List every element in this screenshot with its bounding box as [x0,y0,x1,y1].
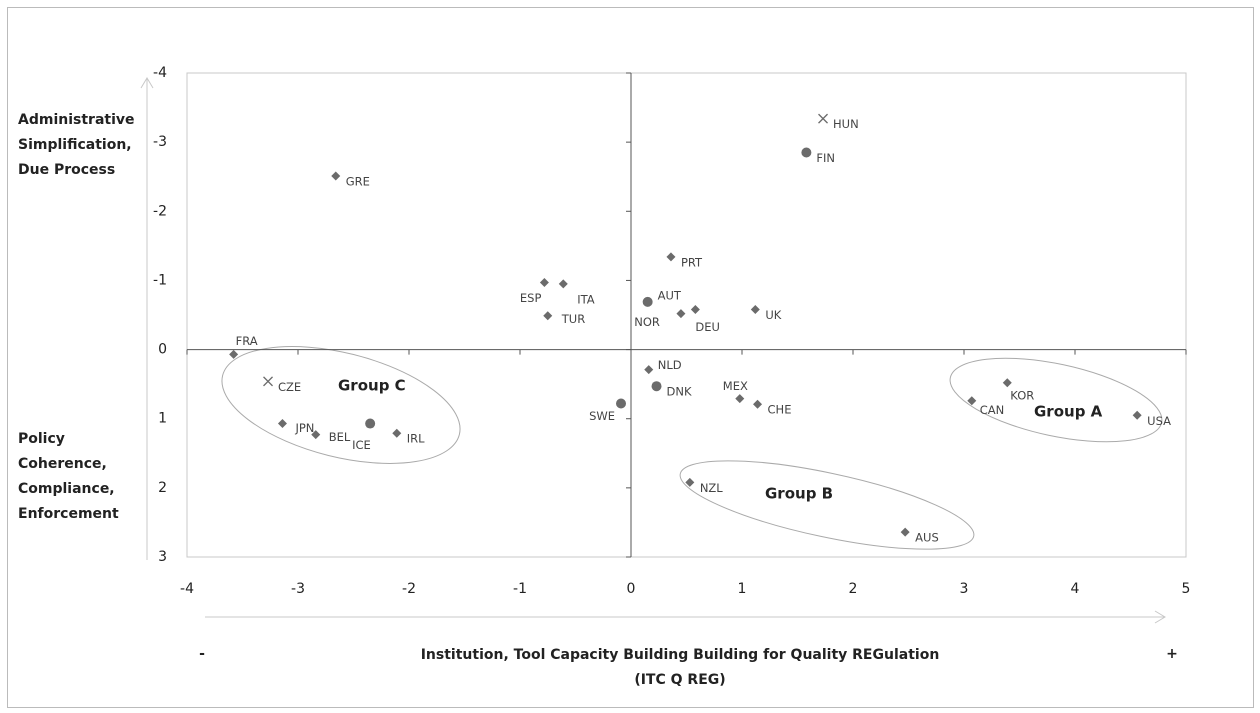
point-label: DNK [667,385,692,399]
y-arrow-head [140,77,154,89]
y-tick-label: -1 [153,272,167,288]
x-tick-label: -3 [291,581,305,597]
point [801,147,812,158]
x-plus: + [1166,646,1178,662]
x-tick-label: 2 [849,581,858,597]
point-label: GRE [346,175,370,189]
point-label: ICE [352,438,371,452]
y-tick-label: -3 [153,134,167,150]
point [392,428,402,438]
point [277,419,287,429]
point-label: CZE [278,380,301,394]
y-axis-label: Compliance, [18,481,115,497]
x-minus: - [199,646,205,662]
point-label: AUT [658,288,682,302]
x-tick-label: 1 [738,581,747,597]
y-axis-label: Enforcement [18,506,119,522]
point [818,113,828,124]
point [365,418,376,429]
x-tick-label: 0 [627,581,636,597]
point-label: CHE [768,403,792,417]
y-axis-label: Administrative [18,112,135,128]
x-tick-label: -2 [402,581,416,597]
x-tick-label: 5 [1182,581,1191,597]
point-label: PRT [681,255,703,269]
y-tick-label: -2 [153,203,167,219]
x-tick-label: -1 [513,581,527,597]
y-axis-label: Simplification, [18,137,132,153]
point-label: SWE [589,409,615,423]
point-label: TUR [561,312,585,326]
point [651,381,662,392]
point [331,171,341,181]
point [753,399,763,409]
x-tick-label: -4 [180,581,194,597]
point [616,398,627,409]
point [539,278,549,288]
point [967,396,977,406]
y-axis-label: Coherence, [18,456,107,472]
y-tick-label: 1 [158,411,167,427]
point [685,477,695,487]
point-label: IRL [407,432,425,446]
x-axis-label: (ITC Q REG) [634,672,725,688]
x-axis-label: Institution, Tool Capacity Building Buil… [421,647,940,663]
point-label: JPN [294,421,314,435]
y-tick-label: 2 [158,480,167,496]
point-label: NOR [634,315,660,329]
chart-border [7,7,1254,708]
point [900,527,910,537]
y-axis-label: Policy [18,431,65,447]
point-label: ESP [520,291,542,305]
point [229,349,239,359]
point [1002,378,1012,388]
point [543,311,553,321]
group-label: Group C [338,377,406,395]
y-tick-label: 3 [158,549,167,565]
group-label: Group A [1034,403,1103,421]
point [311,430,321,440]
point [1132,410,1142,420]
point-label: KOR [1010,388,1034,402]
group-ellipse [221,346,461,464]
point-label: AUS [915,531,939,545]
point-label: NLD [658,358,682,372]
point-label: ITA [577,292,595,306]
point-label: BEL [329,430,351,444]
point [666,252,676,262]
x-tick-label: 3 [960,581,969,597]
point-label: HUN [833,117,859,131]
point [735,394,745,404]
point-label: CAN [980,403,1005,417]
group-ellipse [679,460,975,550]
x-arrow-head [1154,610,1166,624]
point [558,279,568,289]
point [690,304,700,314]
point-label: USA [1147,414,1171,428]
point [750,304,760,314]
x-tick-label: 4 [1071,581,1080,597]
point [676,309,686,319]
point-label: DEU [695,320,720,334]
point-label: FIN [816,151,835,165]
y-tick-label: -4 [153,65,167,81]
y-tick-label: 0 [158,342,167,358]
point-label: UK [765,308,781,322]
group-label: Group B [765,485,833,503]
point [644,365,654,375]
point [263,376,273,387]
point-label: NZL [700,481,723,495]
point-label: MEX [723,379,748,393]
point [642,296,653,307]
plot-border [186,72,1187,558]
group-ellipse [949,357,1163,443]
y-axis-label: Due Process [18,162,115,178]
point-label: FRA [236,334,258,348]
